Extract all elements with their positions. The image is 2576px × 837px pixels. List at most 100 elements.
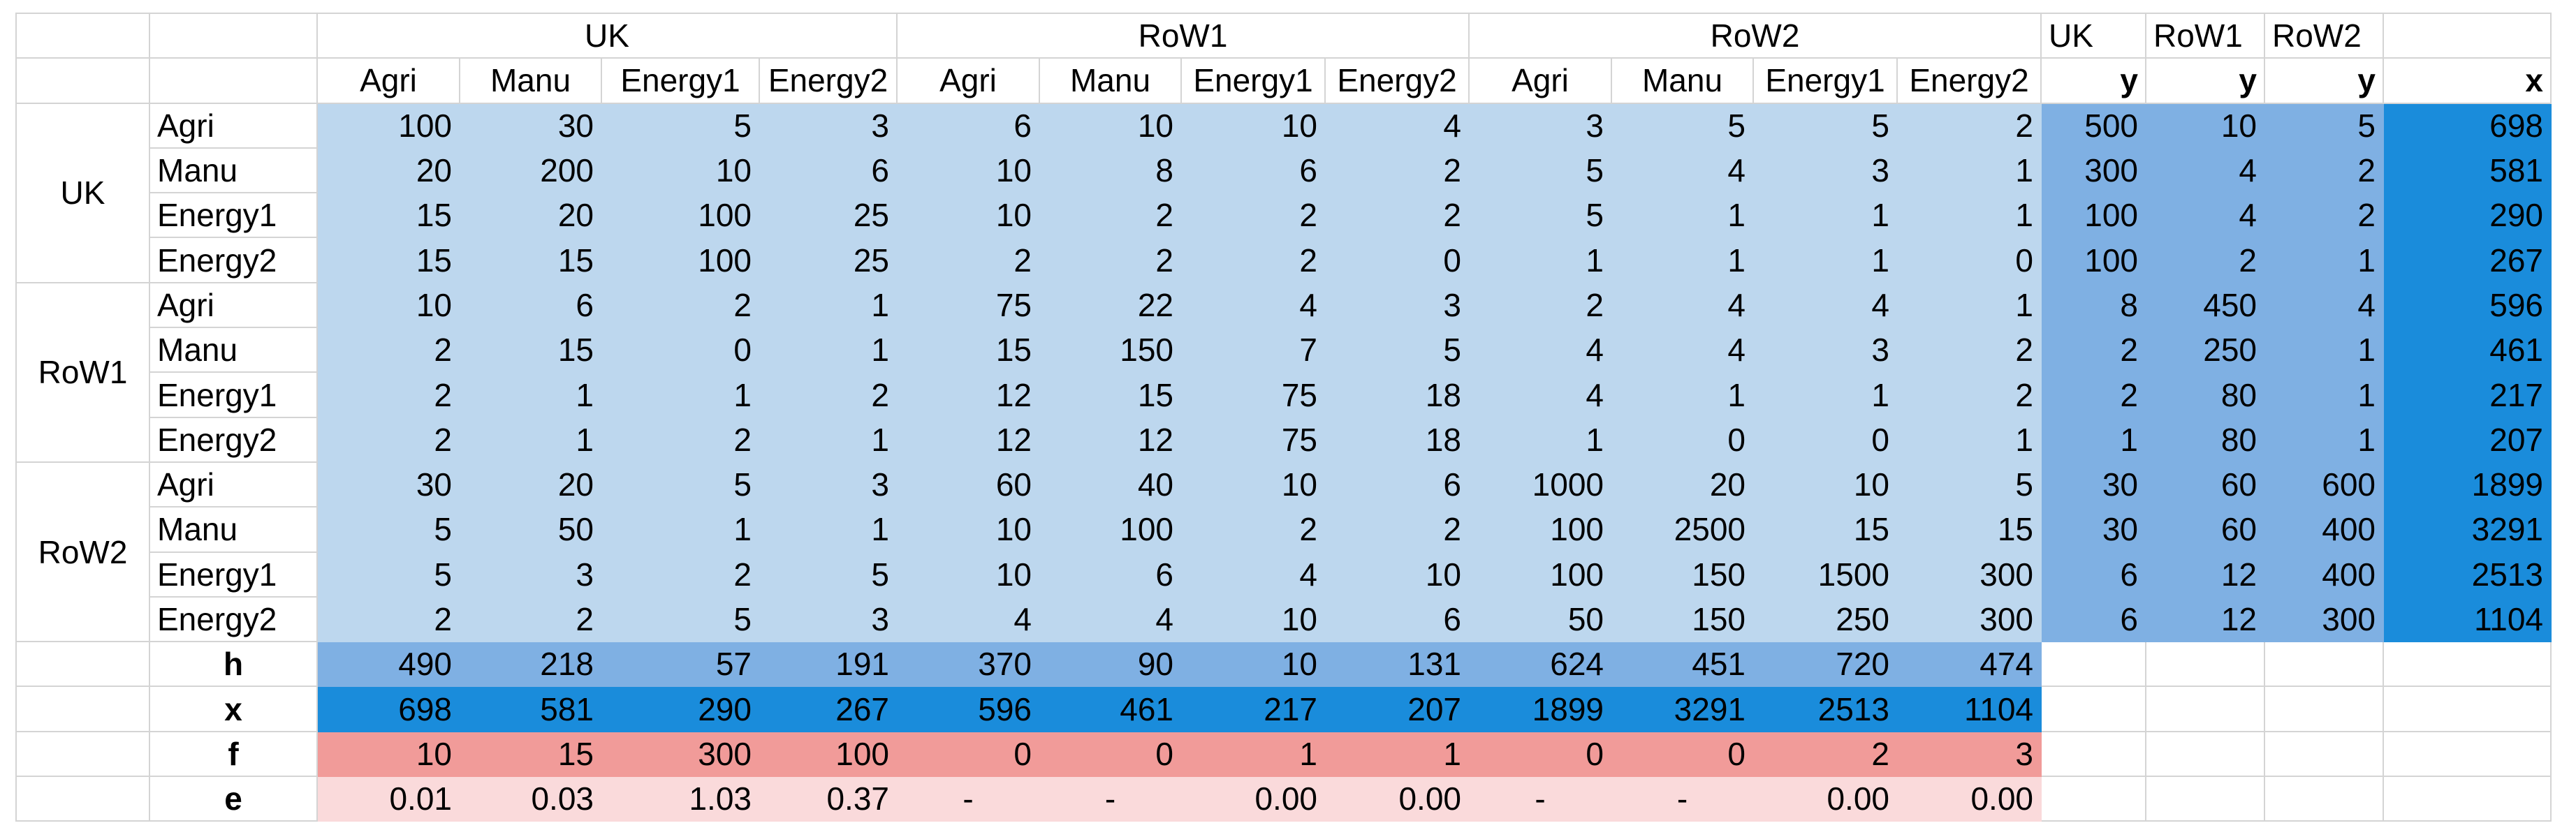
z-cell: 15 [459,327,602,373]
z-cell: 12 [896,416,1040,463]
z-cell: 4 [1468,327,1612,373]
y-cell: 400 [2264,506,2384,553]
empty-cell [2145,730,2265,778]
y-cell: 6 [2040,551,2146,598]
region-header: RoW1 [896,12,1470,59]
y-cell: 2 [2040,327,2146,373]
z-cell: 6 [896,102,1040,149]
z-cell: 2 [1324,192,1470,239]
z-cell: 4 [1180,281,1326,329]
table-row: Energy2 2 2 5 3 4 4 10 6 50 150 250 300 6 12 300 1104 [16,595,2552,643]
e-cell: 0.00 [1896,776,2042,822]
y-cell: 1 [2264,237,2384,283]
h-cell: 474 [1896,641,2042,688]
z-cell: 6 [1180,147,1326,194]
f-cell: 3 [1896,730,2042,778]
sector-header: Agri [896,57,1040,104]
z-cell: 30 [316,461,460,508]
z-cell: 3 [759,102,898,149]
y-cell: 1 [2264,371,2384,418]
y-cell: 1 [2040,416,2146,463]
row-sector-label: Manu [149,327,318,373]
z-cell: 1 [1896,416,2042,463]
x-cell: 2513 [1752,686,1898,732]
f-cell: 0 [896,730,1040,778]
empty-cell [2383,12,2552,59]
sector-header: Energy1 [1752,57,1898,104]
z-cell: 2 [316,327,460,373]
table-row: RoW2 Agri 30 20 5 3 60 40 10 6 1000 20 10 5 30 60 600 189… [15,461,2552,643]
z-cell: 1 [759,327,898,373]
empty-cell [2383,776,2552,822]
z-cell: 4 [1324,102,1470,149]
z-cell: 8 [1039,147,1182,194]
y-cell: 6 [2040,595,2146,643]
empty-cell [2040,730,2146,778]
z-cell: 1 [1896,192,2042,239]
table-row: Energy1 5 3 2 5 10 6 4 10 100 150 1500 300 6 12 400 2513 [16,551,2552,598]
y-cell: 100 [2040,237,2146,283]
z-cell: 60 [896,461,1040,508]
z-cell: 1 [1896,281,2042,329]
e-cell: 0.01 [316,776,460,822]
empty-cell [2145,686,2265,732]
z-cell: 2 [316,371,460,418]
z-cell: 40 [1039,461,1182,508]
z-cell: 10 [896,551,1040,598]
empty-cell [15,730,150,778]
z-cell: 100 [1468,551,1612,598]
table-row: UK Agri 100 30 5 3 6 10 10 4 3 5 5 2 500 10 5 698 [15,102,2552,283]
z-cell: 6 [1039,551,1182,598]
x-cell: 1899 [1468,686,1612,732]
y-cell: 500 [2040,102,2146,149]
empty-cell [2383,730,2552,778]
row-sector-label: Energy1 [149,371,318,418]
table-row: Manu 5 50 1 1 10 100 2 2 100 2500 15 15 30 60 400 3291 [16,506,2552,553]
z-cell: 15 [316,237,460,283]
y-column-header: y [2145,57,2265,104]
row-sector-label: Energy1 [149,192,318,239]
z-cell: 6 [1324,595,1470,643]
y-cell: 1 [2264,416,2384,463]
f-cell: 0 [1611,730,1754,778]
sector-header: Manu [1611,57,1754,104]
z-cell: 2500 [1611,506,1754,553]
row-sector-label: Manu [149,147,318,194]
f-cell: 1 [1180,730,1326,778]
z-cell: 100 [601,192,760,239]
z-cell: 10 [601,147,760,194]
y-cell: 12 [2145,595,2265,643]
empty-cell [2264,776,2384,822]
z-cell: 4 [1611,281,1754,329]
z-cell: 5 [316,506,460,553]
h-cell: 218 [459,641,602,688]
f-cell: 0 [1468,730,1612,778]
z-cell: 10 [1324,551,1470,598]
z-cell: 10 [1180,102,1326,149]
z-cell: 5 [316,551,460,598]
empty-cell [15,641,150,688]
z-cell: 2 [1324,506,1470,553]
z-cell: 10 [1039,102,1182,149]
h-cell: 451 [1611,641,1754,688]
z-cell: 12 [1039,416,1182,463]
z-cell: 1 [759,281,898,329]
z-cell: 1 [459,416,602,463]
z-cell: 1 [601,371,760,418]
y-cell: 2 [2040,371,2146,418]
header-row-regions: UK RoW1 RoW2 UK RoW1 RoW2 [15,12,2552,59]
y-cell: 100 [2040,192,2146,239]
row-f: f 10 15 300 100 0 0 1 1 0 0 2 3 [15,730,2552,778]
fd-region-header: RoW2 [2264,12,2384,59]
y-cell: 2 [2145,237,2265,283]
x-total-cell: 2513 [2383,551,2552,598]
region-header: UK [316,12,898,59]
z-cell: 4 [1752,281,1898,329]
f-cell: 10 [316,730,460,778]
z-cell: 5 [1468,147,1612,194]
z-cell: 5 [601,102,760,149]
x-total-cell: 461 [2383,327,2552,373]
sector-header: Energy2 [1324,57,1470,104]
empty-cell [2383,641,2552,688]
empty-cell [2264,730,2384,778]
